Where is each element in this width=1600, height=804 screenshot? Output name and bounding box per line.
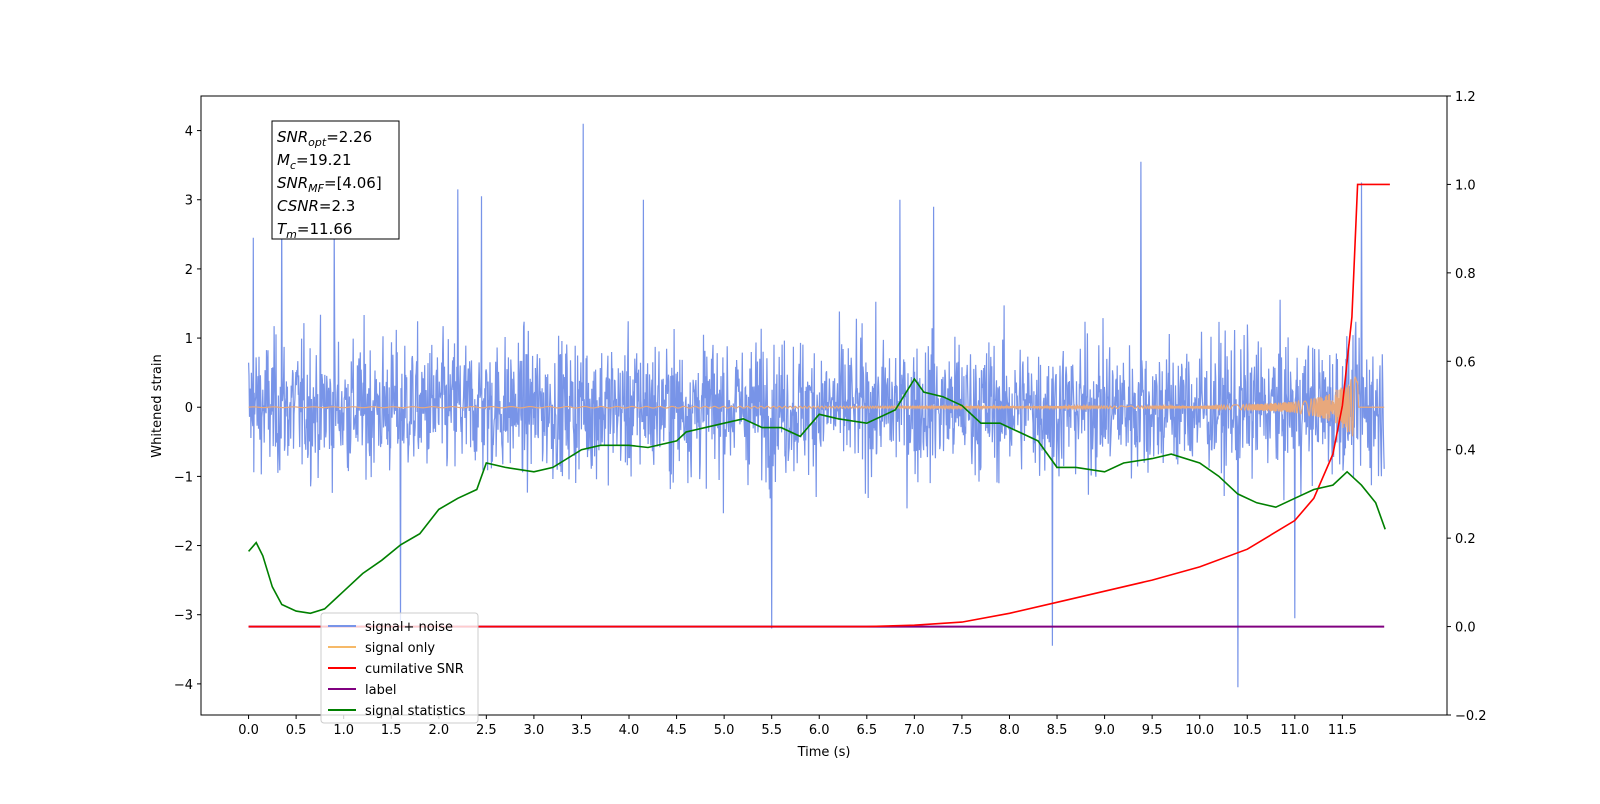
- stat-name: SNR: [277, 128, 308, 146]
- stat-value: =11.66: [297, 220, 353, 238]
- stat-line: SNRopt=2.26: [277, 128, 372, 149]
- y-tick-label: 2: [185, 263, 193, 278]
- x-axis-ticks: 0.0 0.5 1.0 1.5 2.0 2.5 3.0 3.5 4.0 4.5 5.0 5.5 6.0 6…: [238, 715, 1357, 738]
- stat-subscript: MF: [308, 182, 324, 195]
- x-tick-label: 3.5: [571, 723, 592, 738]
- x-tick-label: 6.5: [856, 723, 877, 738]
- x-tick-label: 9.0: [1094, 723, 1115, 738]
- x-tick-label: 10.0: [1185, 723, 1214, 738]
- y2-tick-label: 1.2: [1455, 90, 1476, 105]
- plot-area: [247, 123, 1390, 688]
- y-axis-label: Whitened strain: [150, 354, 165, 457]
- x-tick-label: 2.5: [476, 723, 497, 738]
- y-tick-label: −2: [174, 540, 193, 555]
- legend-frame: [320, 612, 479, 724]
- x-tick-label: 8.0: [999, 723, 1020, 738]
- stats-box-frame: [271, 120, 400, 240]
- axes-frame: [200, 95, 1448, 716]
- y-tick-label: −3: [174, 609, 193, 624]
- stat-subscript: m: [286, 228, 297, 241]
- y2-tick-label: 0.4: [1455, 444, 1476, 459]
- series-cumilative-snr: [248, 183, 1390, 628]
- legend-label: cumilative SNR: [365, 662, 464, 677]
- x-tick-label: 4.0: [619, 723, 640, 738]
- stat-line: Mc=19.21: [277, 151, 352, 172]
- stat-value: =2.26: [326, 128, 372, 146]
- y-tick-label: 4: [185, 125, 193, 140]
- x-tick-label: 0.0: [238, 723, 259, 738]
- stat-line: CSNR=2.3: [277, 197, 355, 215]
- y2-tick-label: 1.0: [1455, 178, 1476, 193]
- y-tick-label: 3: [185, 194, 193, 209]
- series-signal-only: [248, 376, 1385, 437]
- x-tick-label: 5.5: [761, 723, 782, 738]
- x-axis-label: Time (s): [797, 745, 851, 760]
- x-tick-label: 4.5: [666, 723, 687, 738]
- stat-value: =2.3: [319, 197, 355, 215]
- x-tick-label: 3.0: [524, 723, 545, 738]
- y2-tick-label: 0.8: [1455, 267, 1476, 282]
- x-tick-label: 8.5: [1047, 723, 1068, 738]
- x-tick-label: 11.5: [1328, 723, 1357, 738]
- x-tick-label: 5.0: [714, 723, 735, 738]
- x-tick-label: 10.5: [1233, 723, 1262, 738]
- y2-tick-label: 0.0: [1455, 621, 1476, 636]
- stat-name: T: [277, 220, 288, 238]
- y2-axis-ticks: 1.2 1.0 0.8 0.6 0.4 0.2 0.0 −0.2: [1447, 90, 1487, 724]
- y-tick-label: −1: [174, 470, 193, 485]
- legend-label: signal+ noise: [365, 620, 453, 635]
- y-tick-label: 0: [185, 401, 193, 416]
- x-tick-label: 1.0: [333, 723, 354, 738]
- legend-label: signal only: [365, 641, 435, 656]
- x-tick-label: 1.5: [381, 723, 402, 738]
- x-tick-label: 6.0: [809, 723, 830, 738]
- y2-tick-label: 0.2: [1455, 532, 1476, 547]
- legend-label: label: [365, 683, 396, 698]
- y-tick-label: 1: [185, 332, 193, 347]
- stat-value: =[4.06]: [324, 174, 382, 192]
- series-signal-statistics: [247, 377, 1386, 615]
- stats-annotation-box: SNRopt=2.26Mc=19.21SNRMF=[4.06]CSNR=2.3T…: [271, 120, 400, 241]
- x-tick-label: 9.5: [1142, 723, 1163, 738]
- x-tick-label: 2.0: [428, 723, 449, 738]
- y2-tick-label: −0.2: [1455, 709, 1487, 724]
- stat-line: SNRMF=[4.06]: [277, 174, 382, 195]
- x-tick-label: 11.0: [1280, 723, 1309, 738]
- stat-name: CSNR: [277, 197, 319, 215]
- stat-name: SNR: [277, 174, 308, 192]
- stat-line: Tm=11.66: [277, 220, 352, 241]
- stat-value: =19.21: [296, 151, 352, 169]
- legend: signal+ noise signal only cumilative SNR la…: [320, 612, 479, 724]
- x-tick-label: 7.5: [952, 723, 973, 738]
- stat-subscript: opt: [308, 136, 327, 149]
- x-tick-label: 0.5: [286, 723, 307, 738]
- series-signal-noise: [248, 123, 1385, 688]
- x-tick-label: 7.0: [904, 723, 925, 738]
- y2-tick-label: 0.6: [1455, 355, 1476, 370]
- y-tick-label: −4: [174, 678, 193, 693]
- legend-label: signal statistics: [365, 704, 466, 719]
- stat-subscript: c: [290, 159, 296, 172]
- stat-name: M: [277, 151, 290, 169]
- y-axis-ticks: 4 3 2 1 0 −1 −2 −3 −4: [174, 125, 201, 693]
